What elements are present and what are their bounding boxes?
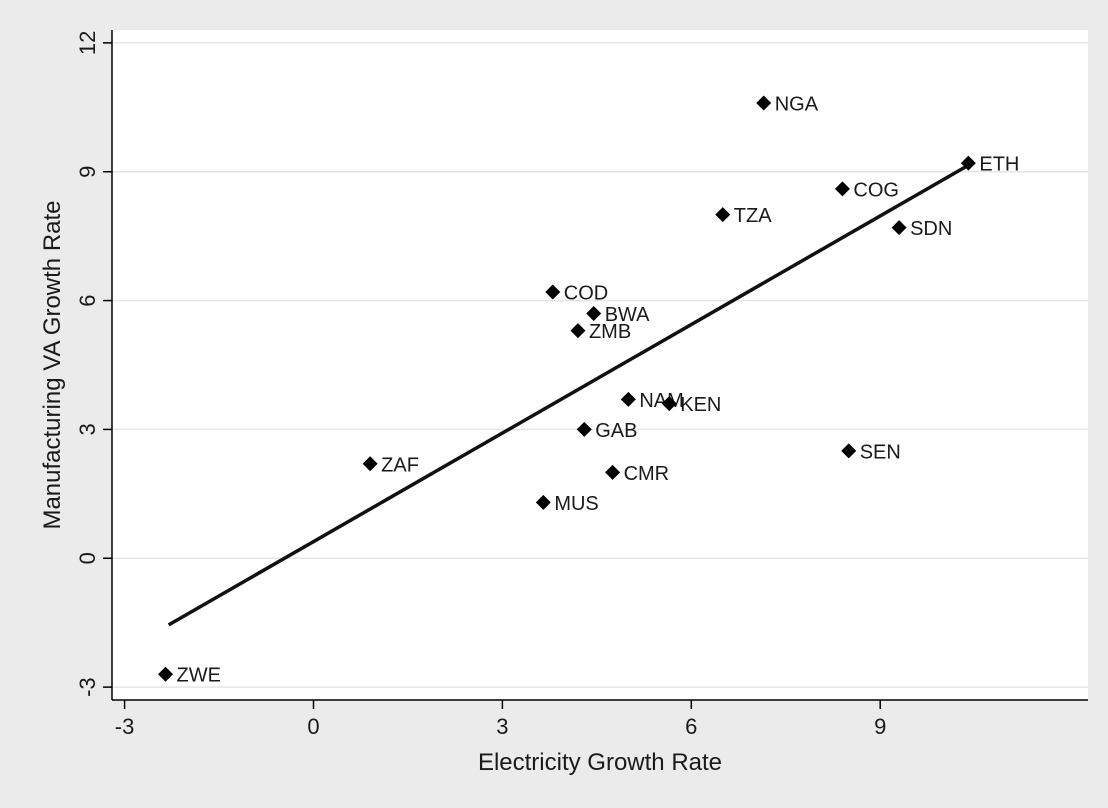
x-axis-ticks: -3 0 3 6 9 (115, 700, 886, 739)
x-tick-label: 6 (685, 714, 697, 739)
x-tick-label: 3 (496, 714, 508, 739)
point-marker (158, 666, 174, 682)
point-label: ZWE (177, 665, 221, 687)
point-label: GAB (595, 420, 637, 442)
point-marker (586, 305, 602, 321)
point-marker (715, 207, 731, 223)
point-label: ZAF (381, 454, 419, 476)
point-marker (576, 421, 592, 437)
x-tick-label: -3 (115, 714, 135, 739)
point-label: NAM (639, 390, 683, 412)
point-label: ZMB (589, 321, 631, 343)
point-marker (834, 181, 850, 197)
y-axis-label: Manufacturing VA Growth Rate (39, 200, 66, 529)
point-marker (756, 95, 772, 111)
y-tick-label: 12 (75, 31, 100, 55)
point-label: CMR (624, 463, 670, 485)
point-label: BWA (605, 304, 650, 326)
x-axis-label: Electricity Growth Rate (478, 749, 722, 776)
point-marker (661, 396, 677, 412)
point-label: MUS (554, 493, 598, 515)
point-label: NGA (775, 94, 819, 116)
point-marker (605, 464, 621, 480)
point-marker (535, 494, 551, 510)
y-tick-label: 6 (75, 294, 100, 306)
y-tick-label: 9 (75, 166, 100, 178)
y-tick-label: -3 (75, 677, 100, 697)
axes (111, 30, 1088, 701)
point-marker (620, 391, 636, 407)
point-marker (570, 323, 586, 339)
point-label: KEN (680, 394, 721, 416)
y-tick-label: 0 (75, 552, 100, 564)
point-label: SEN (860, 441, 901, 463)
x-tick-label: 0 (307, 714, 319, 739)
y-axis-ticks: -3 0 3 6 9 12 (75, 31, 112, 697)
fit-line (167, 163, 970, 627)
point-label: COG (853, 179, 899, 201)
point-label: SDN (910, 218, 952, 240)
point-label: COD (564, 282, 608, 304)
x-tick-label: 9 (874, 714, 886, 739)
point-label: ETH (979, 154, 1019, 176)
plot-area (112, 30, 1088, 700)
y-tick-label: 3 (75, 423, 100, 435)
point-marker (960, 155, 976, 171)
point-marker (841, 443, 857, 459)
point-marker (545, 284, 561, 300)
point-label: TZA (734, 205, 772, 227)
point-marker (891, 220, 907, 236)
gridlines (112, 42, 1088, 688)
point-marker (362, 456, 378, 472)
